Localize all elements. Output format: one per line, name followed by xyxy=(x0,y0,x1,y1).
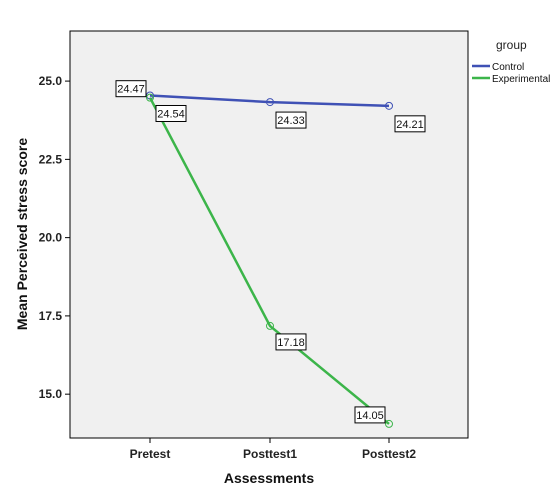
data-label-box xyxy=(354,406,386,424)
x-tick-label: Posttest1 xyxy=(243,447,297,461)
series-line-control xyxy=(149,94,390,108)
data-label-value: 24.47 xyxy=(117,84,145,96)
data-label-value: 24.33 xyxy=(277,115,305,127)
data-label-value: 17.18 xyxy=(277,337,305,349)
x-tick-label: Pretest xyxy=(130,447,171,461)
data-label-value: 24.54 xyxy=(157,108,185,120)
legend-label: Control xyxy=(492,62,524,73)
data-label-box xyxy=(155,104,187,122)
y-tick-label: 20.0 xyxy=(39,231,63,245)
y-tick-label: 15.0 xyxy=(39,387,63,401)
y-tick-label: 17.5 xyxy=(39,309,63,323)
y-tick-label: 25.0 xyxy=(39,74,63,88)
legend-label: Experimental xyxy=(492,74,550,85)
series-line-experimental xyxy=(148,97,390,425)
data-point-experimental xyxy=(266,321,274,330)
data-label: 24.21 xyxy=(394,115,426,133)
data-label: 24.54 xyxy=(155,104,187,122)
y-axis-ticks: 15.0 17.5 20.0 22.5 25.0 xyxy=(39,74,70,401)
data-label: 24.47 xyxy=(115,80,147,98)
data-label-box xyxy=(275,333,307,351)
data-point-control xyxy=(266,98,274,107)
data-label-value: 14.05 xyxy=(356,410,384,422)
data-labels: 24.54 24.33 24.21 24.47 17.18 14.05 xyxy=(115,80,426,424)
data-label-value: 24.21 xyxy=(396,119,424,131)
data-label: 14.05 xyxy=(354,406,386,424)
y-axis-title: Mean Perceived stress score xyxy=(14,138,30,330)
legend-title: group xyxy=(496,38,527,52)
y-tick-label: 22.5 xyxy=(39,152,63,166)
data-label: 17.18 xyxy=(275,333,307,351)
data-label-box xyxy=(275,111,307,129)
data-point-experimental xyxy=(385,419,393,428)
data-label-box xyxy=(394,115,426,133)
data-point-experimental xyxy=(146,93,154,102)
x-axis-ticks: Pretest Posttest1 Posttest2 xyxy=(130,438,416,461)
x-tick-label: Posttest2 xyxy=(362,447,416,461)
data-point-control xyxy=(385,101,393,110)
x-axis-title: Assessments xyxy=(224,470,314,486)
data-label: 24.33 xyxy=(275,111,307,129)
data-label-box xyxy=(115,80,147,98)
